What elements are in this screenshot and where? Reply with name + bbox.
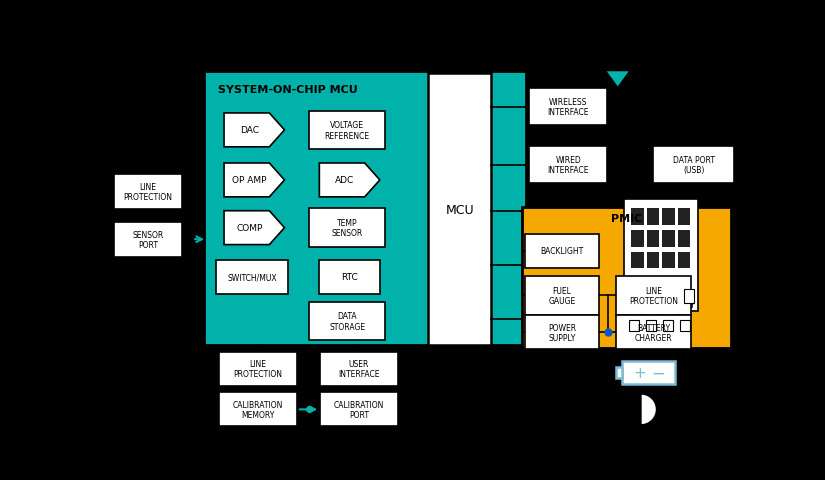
Polygon shape [319,164,380,197]
FancyBboxPatch shape [678,252,691,269]
FancyBboxPatch shape [678,209,691,226]
FancyBboxPatch shape [114,222,182,257]
Text: BATTERY
CHARGER: BATTERY CHARGER [634,323,672,342]
Text: DATA
STORAGE: DATA STORAGE [329,312,365,331]
FancyBboxPatch shape [616,316,691,349]
FancyBboxPatch shape [525,234,599,268]
FancyBboxPatch shape [680,320,690,331]
Text: DATA PORT
(USB): DATA PORT (USB) [672,156,714,175]
FancyBboxPatch shape [647,209,659,226]
FancyBboxPatch shape [114,174,182,210]
FancyBboxPatch shape [525,276,599,315]
Text: DAC: DAC [240,126,259,135]
FancyBboxPatch shape [647,230,659,247]
FancyBboxPatch shape [646,320,656,331]
FancyBboxPatch shape [204,72,526,346]
Text: FUEL
GAUGE: FUEL GAUGE [549,286,576,305]
Text: SWITCH/MUX: SWITCH/MUX [227,273,276,282]
FancyBboxPatch shape [653,147,734,184]
Polygon shape [606,72,630,88]
Text: COMP: COMP [236,224,262,233]
Text: MCU: MCU [446,203,474,216]
Polygon shape [224,114,285,147]
FancyBboxPatch shape [530,147,607,184]
Text: LINE
PROTECTION: LINE PROTECTION [629,286,678,305]
Text: SENSOR
PORT: SENSOR PORT [133,230,163,250]
Text: CALIBRATION
MEMORY: CALIBRATION MEMORY [233,400,283,419]
FancyBboxPatch shape [616,276,691,315]
Text: BACKLIGHT: BACKLIGHT [540,247,583,256]
Polygon shape [224,164,285,197]
FancyBboxPatch shape [662,209,675,226]
Polygon shape [224,211,285,245]
FancyBboxPatch shape [525,316,599,349]
FancyBboxPatch shape [621,361,675,384]
FancyBboxPatch shape [530,89,607,126]
FancyBboxPatch shape [662,320,672,331]
FancyBboxPatch shape [629,320,639,331]
FancyBboxPatch shape [678,230,691,247]
FancyBboxPatch shape [631,209,644,226]
Text: WIRELESS
INTERFACE: WIRELESS INTERFACE [547,98,589,117]
Text: LINE
PROTECTION: LINE PROTECTION [233,359,283,379]
FancyBboxPatch shape [662,252,675,269]
Text: VOLTAGE
REFERENCE: VOLTAGE REFERENCE [325,121,370,140]
Text: LINE
PROTECTION: LINE PROTECTION [124,182,172,202]
Text: WIRED
INTERFACE: WIRED INTERFACE [547,156,589,175]
Text: USER
INTERFACE: USER INTERFACE [338,359,380,379]
Text: POWER
SUPPLY: POWER SUPPLY [548,323,576,342]
FancyBboxPatch shape [684,289,695,303]
Text: −: − [651,364,665,382]
FancyBboxPatch shape [320,352,398,386]
Text: TEMP
SENSOR: TEMP SENSOR [332,218,363,238]
FancyBboxPatch shape [215,261,289,294]
FancyBboxPatch shape [647,252,659,269]
FancyBboxPatch shape [219,393,297,426]
Text: RTC: RTC [342,273,358,282]
Text: ADC: ADC [335,176,355,185]
Text: ⬆: ⬆ [688,302,695,308]
FancyBboxPatch shape [428,74,492,346]
Text: OP AMP: OP AMP [232,176,266,185]
FancyBboxPatch shape [309,302,385,340]
FancyBboxPatch shape [309,209,385,247]
Text: SYSTEM-ON-CHIP MCU: SYSTEM-ON-CHIP MCU [218,85,357,95]
Text: +: + [633,365,646,380]
Text: CALIBRATION
PORT: CALIBRATION PORT [333,400,384,419]
FancyBboxPatch shape [631,252,644,269]
FancyBboxPatch shape [631,230,644,247]
FancyBboxPatch shape [662,230,675,247]
FancyBboxPatch shape [616,367,622,378]
Polygon shape [641,394,657,425]
FancyBboxPatch shape [219,352,297,386]
FancyBboxPatch shape [624,200,698,311]
FancyBboxPatch shape [319,261,380,294]
FancyBboxPatch shape [320,393,398,426]
FancyBboxPatch shape [521,207,731,348]
Text: PMIC: PMIC [610,214,642,224]
FancyBboxPatch shape [309,111,385,150]
